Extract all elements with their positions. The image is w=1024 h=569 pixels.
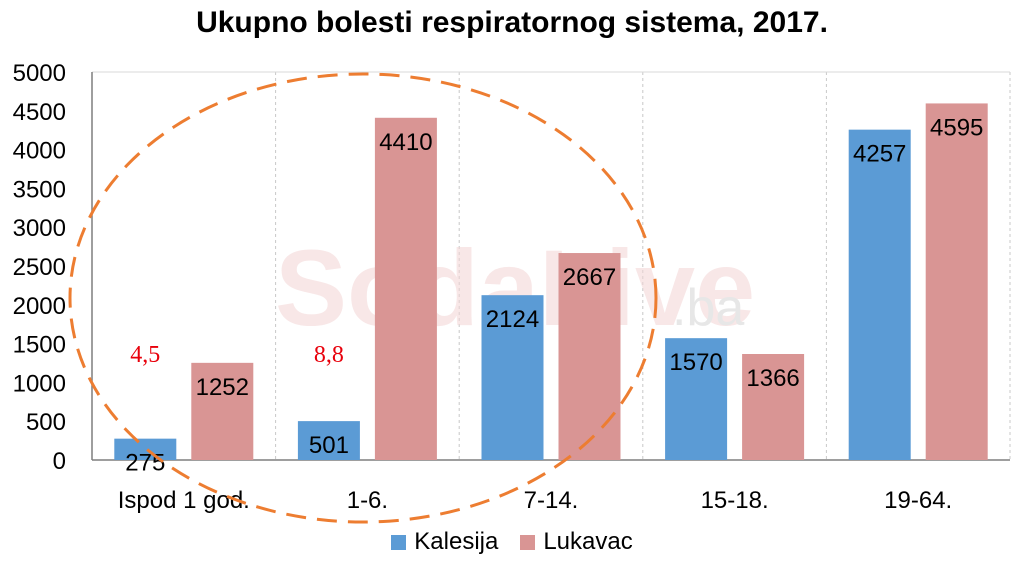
- y-tick-label: 500: [26, 409, 66, 436]
- highlight-ellipse: [68, 72, 658, 524]
- x-tick-label: 1-6.: [347, 487, 388, 514]
- y-tick-label: 4500: [13, 99, 66, 126]
- data-label: 4595: [930, 114, 983, 141]
- chart-title: Ukupno bolesti respiratornog sistema, 20…: [196, 6, 828, 39]
- bar-lukavac: [558, 253, 621, 460]
- annotation-label: 4,5: [130, 342, 160, 368]
- bar-lukavac: [191, 362, 254, 460]
- legend-item-lukavac: Lukavac: [520, 528, 633, 556]
- legend-label: Kalesija: [414, 528, 499, 555]
- x-tick-label: 7-14.: [524, 487, 579, 514]
- y-tick-label: 0: [53, 448, 66, 475]
- bar-kalesija: [665, 338, 728, 460]
- bar-kalesija: [297, 421, 360, 460]
- bar-kalesija: [481, 295, 544, 460]
- y-tick-label: 5000: [13, 60, 66, 87]
- x-tick-label: Ispod 1 god.: [118, 487, 250, 514]
- data-label: 1570: [669, 349, 722, 376]
- legend-item-kalesija: Kalesija: [391, 528, 498, 556]
- y-tick-label: 2500: [13, 254, 66, 281]
- annotations: 4,5 8,8: [130, 342, 344, 368]
- data-label: 2667: [563, 264, 616, 291]
- data-labels: 275 1252 501 4410 2124 2667 1570 1366 4257 4595: [125, 114, 983, 476]
- bar-lukavac: [374, 117, 437, 460]
- y-tick-label: 4000: [13, 138, 66, 165]
- legend-swatch: [391, 534, 407, 550]
- data-label: 275: [125, 450, 165, 477]
- y-tick-label: 1000: [13, 370, 66, 397]
- bars: [114, 103, 988, 460]
- watermark-suffix: .ba: [672, 279, 744, 337]
- legend-swatch: [520, 534, 536, 550]
- bar-kalesija: [114, 438, 177, 460]
- legend: Kalesija Lukavac: [0, 528, 1024, 556]
- y-tick-label: 2000: [13, 293, 66, 320]
- y-tick-label: 1500: [13, 332, 66, 359]
- annotation-label: 8,8: [314, 342, 344, 368]
- data-label: 501: [309, 432, 349, 459]
- highlight-ellipse-shape: [68, 72, 658, 524]
- bar-lukavac: [742, 353, 805, 460]
- y-tick-label: 3000: [13, 215, 66, 242]
- bar-lukavac: [925, 103, 988, 460]
- data-label: 1366: [746, 365, 799, 392]
- bar-kalesija: [848, 129, 911, 460]
- data-label: 4257: [853, 141, 906, 168]
- data-label: 4410: [379, 129, 432, 156]
- data-label: 2124: [486, 306, 539, 333]
- y-tick-label: 3500: [13, 176, 66, 203]
- legend-label: Lukavac: [543, 528, 633, 555]
- x-tick-label: 15-18.: [701, 487, 769, 514]
- x-tick-label: 19-64.: [884, 487, 952, 514]
- data-label: 1252: [196, 374, 249, 401]
